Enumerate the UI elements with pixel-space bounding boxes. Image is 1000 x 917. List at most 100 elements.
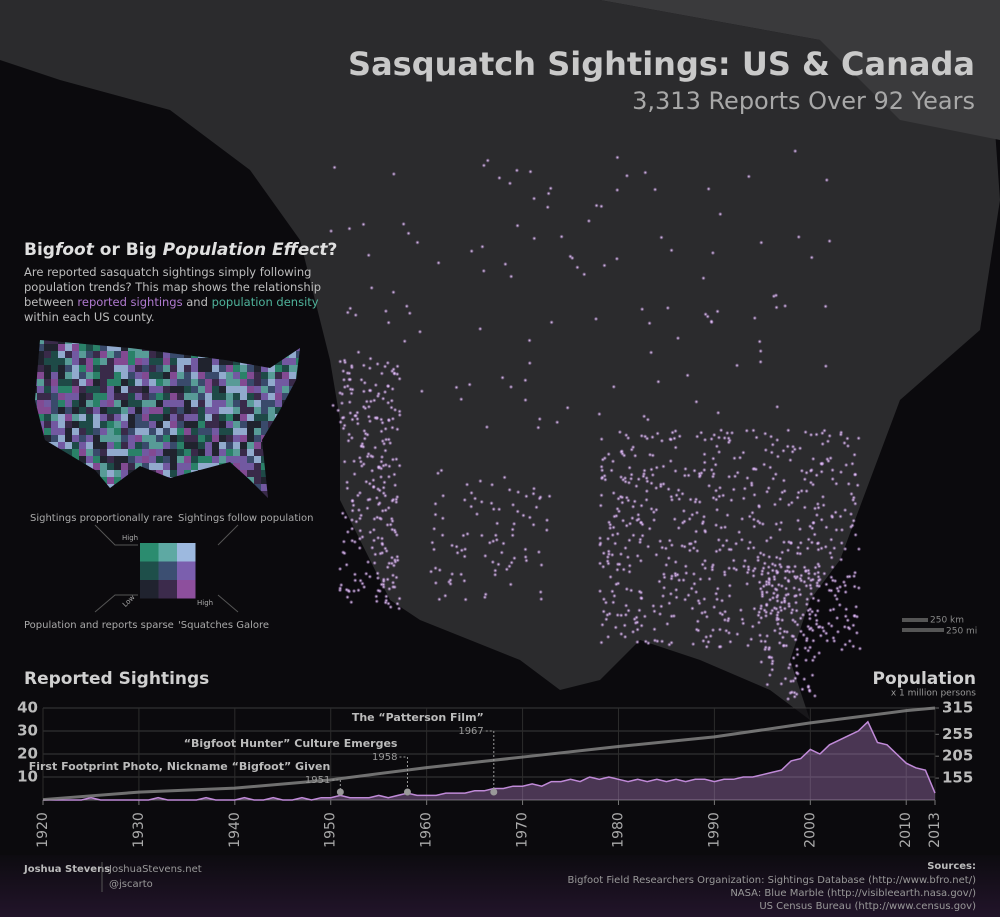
sighting-dot xyxy=(717,494,722,499)
sighting-dot xyxy=(777,640,782,646)
sighting-dot xyxy=(502,475,507,480)
sighting-dot xyxy=(607,611,612,617)
county-cell xyxy=(226,393,233,400)
sighting-dot xyxy=(661,585,667,591)
county-cell xyxy=(184,442,191,449)
sighting-dot xyxy=(812,654,817,660)
county-cell xyxy=(93,351,100,358)
sighting-dot xyxy=(668,437,674,442)
sighting-dot xyxy=(815,608,820,614)
county-cell xyxy=(72,358,79,365)
sighting-dot xyxy=(717,547,723,553)
sighting-dot xyxy=(652,187,658,192)
sighting-dot xyxy=(792,564,798,569)
sighting-dot xyxy=(654,552,659,557)
county-cell xyxy=(86,400,93,407)
sighting-dot xyxy=(385,522,390,528)
sighting-dot xyxy=(655,431,660,436)
sighting-dot xyxy=(809,540,815,545)
sighting-dot xyxy=(778,564,784,570)
sighting-dot xyxy=(782,606,788,611)
sighting-dot xyxy=(605,634,611,640)
annotation-year: 1958 xyxy=(372,752,397,763)
county-cell xyxy=(86,344,93,351)
sighting-dot xyxy=(638,558,644,563)
annotation-point xyxy=(490,788,498,796)
sighting-dot xyxy=(350,508,355,513)
county-cell xyxy=(93,456,100,463)
county-cell xyxy=(44,414,51,421)
sighting-dot xyxy=(614,513,619,519)
county-cell xyxy=(233,386,240,393)
sighting-dot xyxy=(547,494,552,499)
sighting-dot xyxy=(544,527,550,533)
county-cell xyxy=(240,421,247,428)
sighting-dot xyxy=(682,597,688,602)
county-cell xyxy=(114,407,121,414)
sighting-dot xyxy=(757,633,763,638)
sighting-dot xyxy=(766,580,772,585)
legend-label: Sightings proportionally rare xyxy=(30,513,173,524)
sighting-dot xyxy=(362,436,368,441)
county-cell xyxy=(247,449,254,456)
sighting-dot xyxy=(710,474,716,479)
sighting-dot xyxy=(397,409,402,414)
sighting-dot xyxy=(392,472,397,477)
sighting-dot xyxy=(822,428,827,433)
sighting-dot xyxy=(750,510,755,515)
county-cell xyxy=(135,442,142,449)
sighting-dot xyxy=(843,614,848,619)
county-cell xyxy=(65,407,72,414)
sighting-dot xyxy=(834,527,839,533)
sighting-dot xyxy=(839,647,845,652)
sighting-dot xyxy=(406,231,411,236)
sighting-dot xyxy=(394,532,400,538)
sighting-dot xyxy=(433,512,438,517)
sighting-dot xyxy=(651,603,656,609)
sighting-dot xyxy=(842,507,848,513)
county-cell xyxy=(177,358,184,365)
sighting-dot xyxy=(841,579,847,585)
sighting-dot xyxy=(349,363,354,369)
sighting-dot xyxy=(351,588,357,594)
county-cell xyxy=(261,400,268,407)
sighting-dot xyxy=(395,427,400,432)
county-cell xyxy=(121,414,128,421)
sighting-dot xyxy=(482,595,488,600)
legend-label: Population and reports sparse xyxy=(24,620,174,631)
county-cell xyxy=(86,428,93,435)
sighting-dot xyxy=(660,593,666,599)
subtitle: 3,313 Reports Over 92 Years xyxy=(632,87,975,115)
sighting-dot xyxy=(396,606,402,611)
sighting-dot xyxy=(802,505,807,510)
sighting-dot xyxy=(642,614,648,619)
county-cell xyxy=(233,442,240,449)
sighting-dot xyxy=(610,552,615,558)
county-cell xyxy=(212,428,219,435)
sighting-dot xyxy=(780,635,786,640)
county-cell xyxy=(254,435,261,442)
sighting-dot xyxy=(769,450,775,455)
sighting-dot xyxy=(624,173,630,178)
sighting-dot xyxy=(375,571,380,576)
sighting-dot xyxy=(851,518,856,523)
county-cell xyxy=(261,470,268,477)
county-cell xyxy=(128,414,135,421)
county-cell xyxy=(65,351,72,358)
legend-swatch xyxy=(158,580,177,599)
county-cell xyxy=(44,386,51,393)
sighting-dot xyxy=(669,542,675,548)
county-cell xyxy=(114,477,121,484)
sighting-dot xyxy=(630,515,635,521)
sighting-dot xyxy=(710,250,716,256)
sighting-dot xyxy=(690,606,695,611)
sighting-dot xyxy=(712,604,717,610)
sighting-dot xyxy=(810,482,816,487)
county-cell xyxy=(240,372,247,379)
county-cell xyxy=(156,400,163,407)
sighting-dot xyxy=(741,450,746,455)
county-cell xyxy=(156,421,163,428)
sighting-dot xyxy=(855,483,860,488)
sighting-dot xyxy=(758,348,763,354)
sighting-dot xyxy=(639,623,644,628)
